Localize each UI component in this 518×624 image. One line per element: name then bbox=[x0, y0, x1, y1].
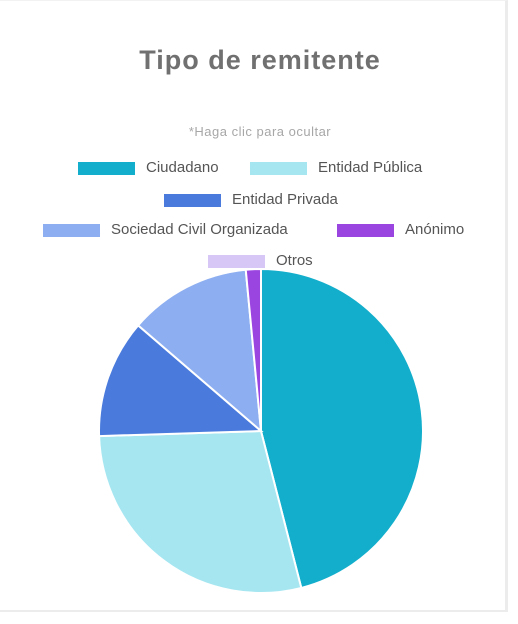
legend-label: Otros bbox=[276, 252, 313, 269]
legend-label: Sociedad Civil Organizada bbox=[111, 221, 288, 238]
chart-card: Tipo de remitente *Haga clic para oculta… bbox=[0, 0, 508, 612]
legend-swatch bbox=[337, 224, 394, 237]
legend-swatch bbox=[43, 224, 100, 237]
legend-label: Ciudadano bbox=[146, 159, 219, 176]
legend-label: Anónimo bbox=[405, 221, 465, 238]
legend-hint: *Haga clic para ocultar bbox=[188, 124, 332, 139]
pie-slice-an-nimo[interactable] bbox=[244, 267, 262, 432]
pie-slice-entidad-p-blica[interactable] bbox=[98, 429, 303, 594]
legend-swatch bbox=[208, 255, 265, 268]
legend-swatch bbox=[250, 162, 307, 175]
legend-swatch bbox=[78, 162, 135, 175]
pie-slice-sociedad-civil-organizada[interactable] bbox=[136, 268, 263, 434]
pie-slice-ciudadano[interactable] bbox=[260, 267, 424, 590]
pie-slice-entidad-privada[interactable] bbox=[98, 323, 264, 438]
legend-label: Entidad Pública bbox=[318, 159, 423, 176]
legend-label: Entidad Privada bbox=[232, 191, 338, 208]
chart-title: Tipo de remitente bbox=[139, 45, 381, 75]
legend-swatch bbox=[164, 194, 221, 207]
